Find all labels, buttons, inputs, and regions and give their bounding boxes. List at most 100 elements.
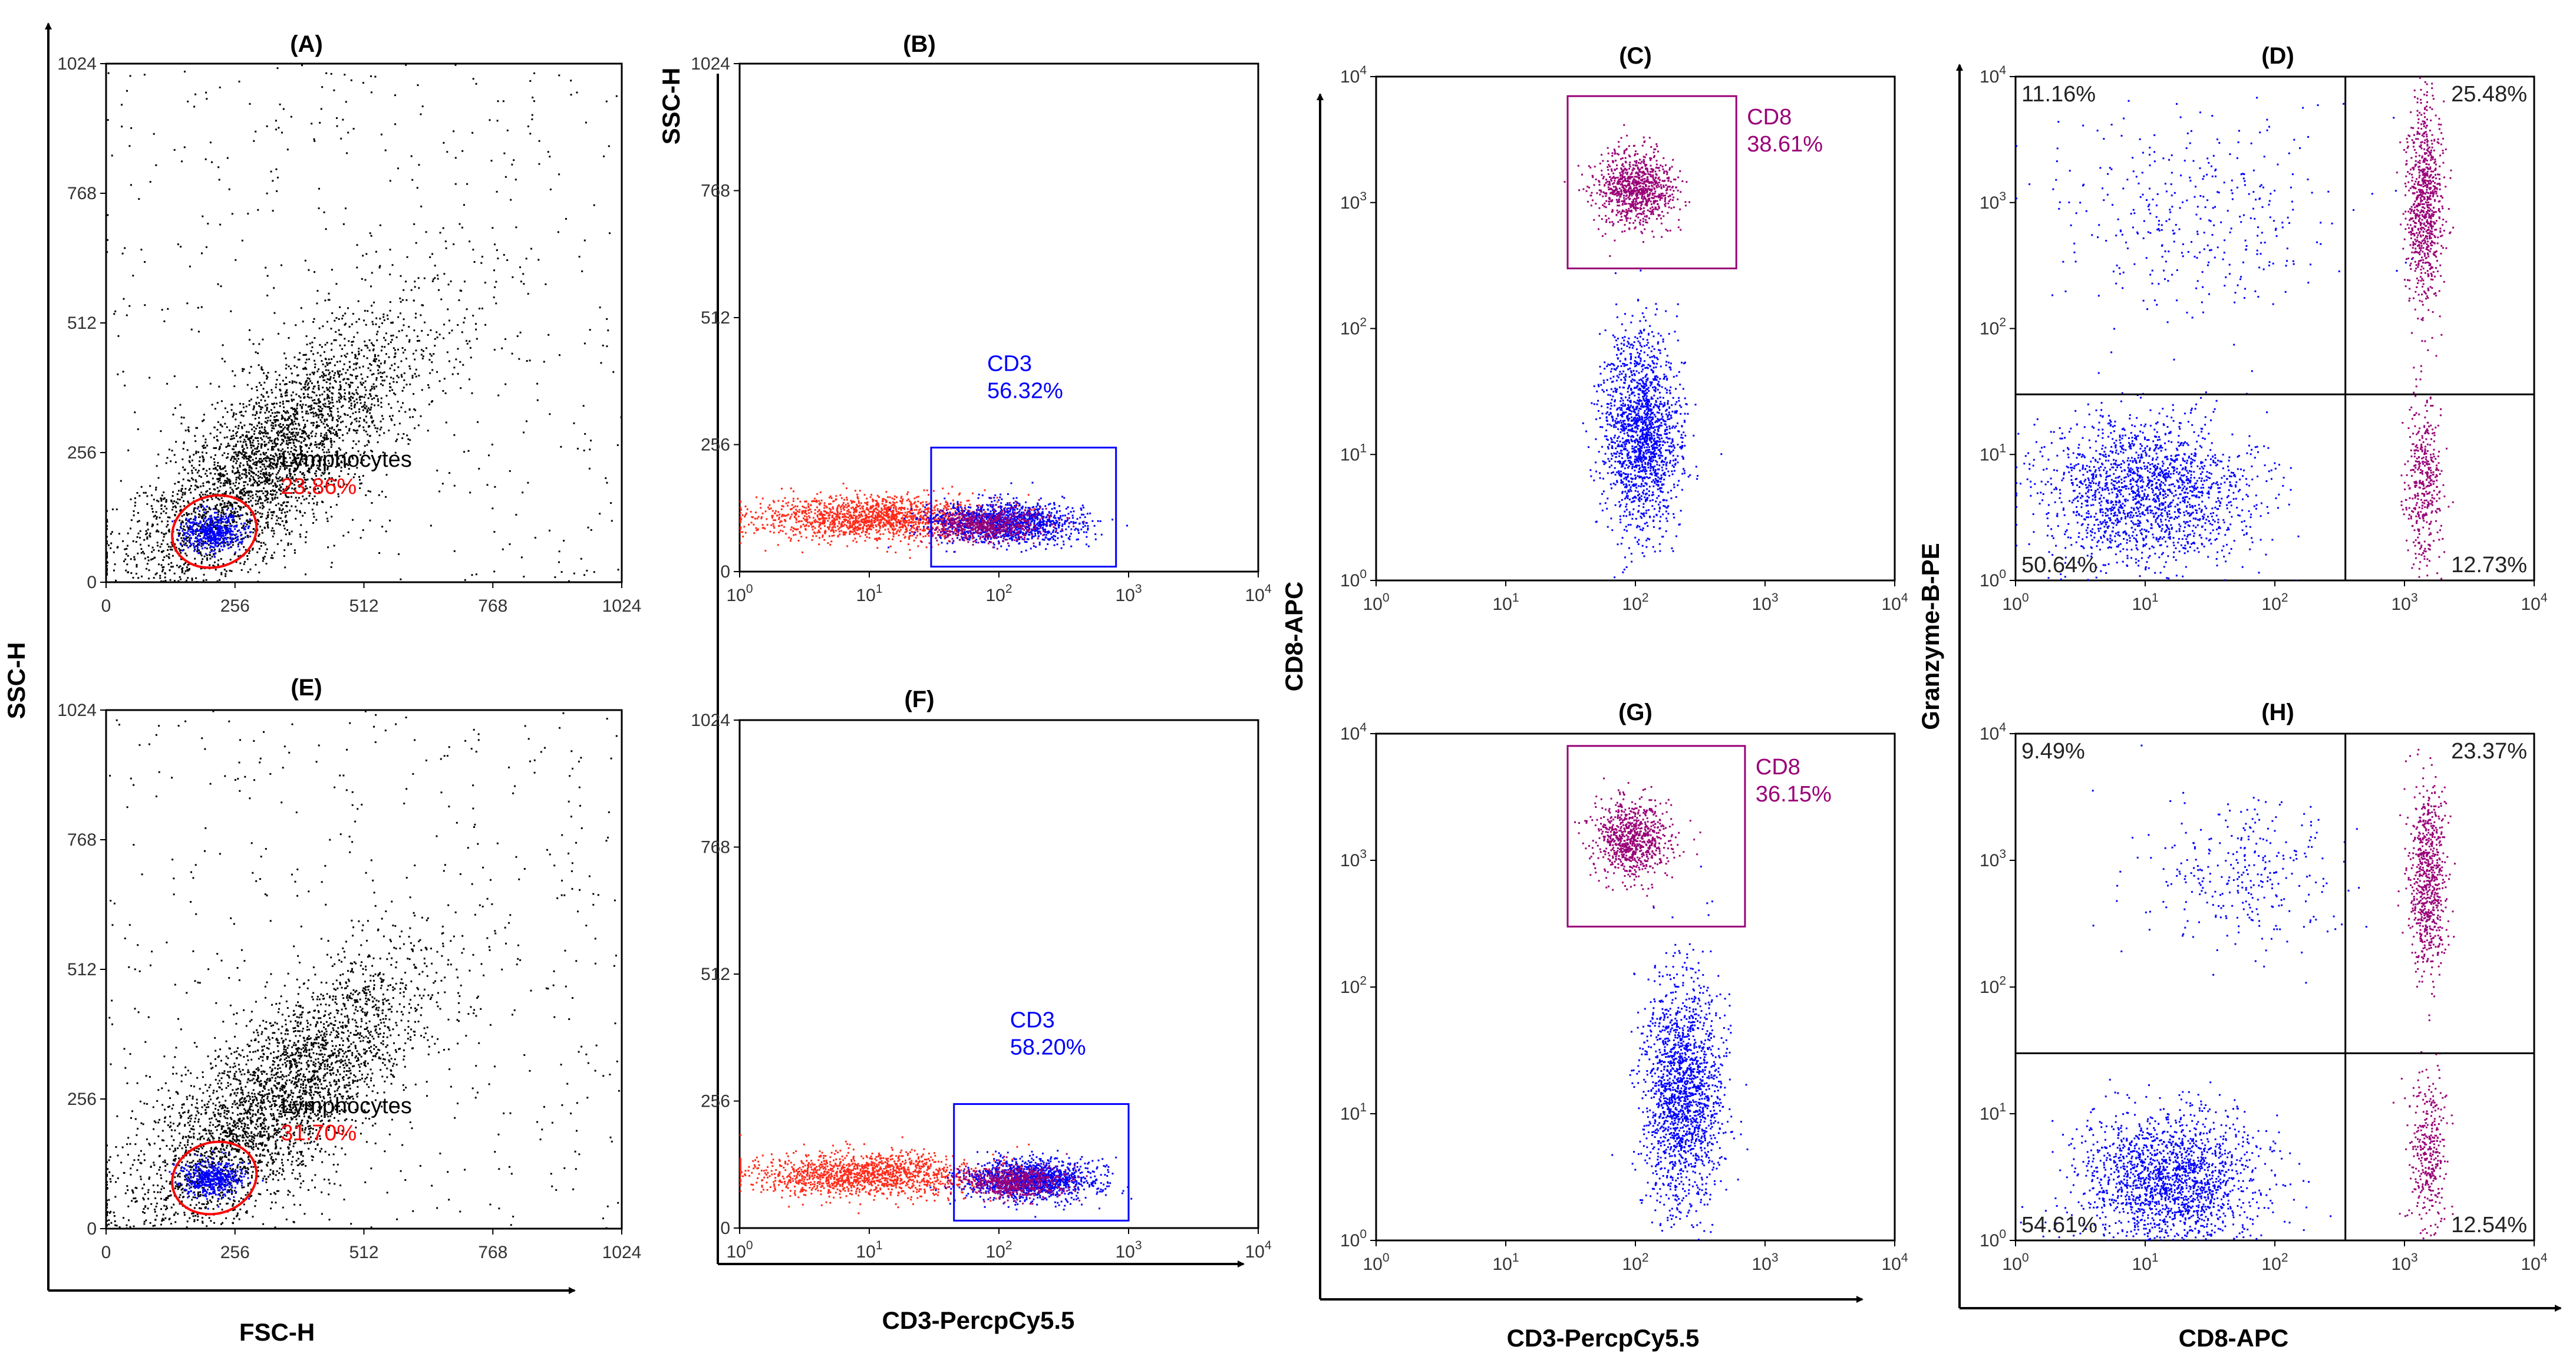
y-tick-label: 1024 [57, 54, 97, 74]
x-tick-label: 101 [2132, 1251, 2158, 1274]
x-tick-label: 100 [1363, 1251, 1389, 1274]
population-cd8- [1611, 866, 1749, 1240]
y-tick-label: 1024 [691, 54, 730, 74]
y-tick-label: 256 [701, 435, 730, 455]
panel-b: (B) 100 101 102 103 104 0 256 512 768 1024 CD356.32… [691, 31, 1272, 605]
x-tick-label: 0 [101, 596, 111, 616]
x-tick-label: 1024 [602, 1243, 642, 1262]
panel-label: (G) [1618, 699, 1653, 725]
population-cd8-gzmb- [2020, 1078, 2332, 1240]
axis-title-ssc-h-middle: SSC-H [657, 68, 685, 145]
panel-label: (A) [290, 31, 323, 57]
gate-percent-label: 38.61% [1747, 132, 1823, 157]
population-all [106, 64, 622, 582]
event-dots [740, 1134, 1133, 1218]
x-tick-label: 103 [2391, 591, 2417, 614]
x-axis-ticks: 100 101 102 103 104 [2002, 580, 2548, 614]
x-tick-label: 102 [1622, 591, 1648, 614]
event-dot-cloud [2016, 351, 2300, 580]
x-tick-label: 103 [1115, 582, 1142, 605]
gate-cd3 [953, 1103, 1130, 1222]
y-tick-label: 102 [1980, 316, 2006, 339]
y-tick-label: 102 [1340, 316, 1367, 339]
plot-frame [105, 62, 623, 583]
x-tick-label: 768 [478, 1243, 507, 1262]
event-dots [106, 710, 622, 1229]
y-tick-label: 101 [1340, 1101, 1367, 1124]
event-dot-cloud [944, 1153, 1088, 1205]
gate-percent-label: 56.32% [987, 379, 1063, 404]
population-cd8- [1574, 777, 1701, 907]
population-lymphocytes [169, 1150, 264, 1210]
event-dot-cloud [929, 1150, 1133, 1218]
event-dot-cloud [171, 505, 252, 558]
x-axis-ticks: 0 256 512 768 1024 [101, 1229, 642, 1262]
event-dot-cloud [2396, 77, 2455, 381]
population-cd3- [740, 483, 1041, 559]
x-tick-label: 104 [1881, 591, 1908, 614]
x-tick-label: 102 [2261, 591, 2288, 614]
x-tick-label: 104 [2521, 1251, 2547, 1274]
y-tick-label: 512 [701, 965, 730, 984]
event-dot-cloud [1564, 124, 1691, 257]
y-tick-label: 0 [87, 573, 97, 592]
population-cd3- [929, 1150, 1133, 1218]
y-tick-label: 256 [67, 1090, 97, 1109]
gate-name-label: Lymphocytes [281, 447, 411, 472]
x-tick-label: 101 [1492, 1251, 1519, 1274]
y-tick-label: 100 [1980, 1227, 2006, 1250]
x-tick-label: 100 [1363, 591, 1389, 614]
y-axis-ticks: 100 101 102 103 104 [1980, 64, 2016, 590]
x-axis-ticks: 100 101 102 103 104 [726, 1228, 1272, 1262]
event-dot-cloud [1574, 777, 1701, 907]
population-cd3-cd8- [944, 1153, 1088, 1205]
x-tick-label: 101 [856, 582, 882, 605]
x-tick-label: 100 [726, 582, 753, 605]
quadrant-percent-lower-right: 12.73% [2451, 553, 2527, 577]
axis-title-cd8-apc: CD8-APC [1280, 582, 1308, 692]
y-tick-label: 0 [720, 562, 730, 582]
gate-lymphocytes [171, 1140, 258, 1216]
axis-title-cd3-percpcy55-b-f: CD3-PercpCy5.5 [882, 1306, 1075, 1334]
quadrant-percent-lower-left: 54.61% [2021, 1213, 2097, 1237]
panel-f: (F) 100 101 102 103 104 0 256 512 768 1024 CD358.20… [691, 687, 1272, 1262]
axis-title-ssc-h-left: SSC-H [2, 642, 30, 720]
y-tick-label: 768 [701, 838, 730, 857]
x-tick-label: 102 [1622, 1251, 1648, 1274]
gate-name-label: CD8 [1756, 755, 1800, 780]
y-tick-label: 100 [1340, 567, 1367, 590]
population-cd8-gzmb- [2392, 1051, 2454, 1240]
x-tick-label: 104 [1881, 1251, 1908, 1274]
y-tick-label: 102 [1980, 974, 2006, 997]
x-tick-label: 256 [220, 1243, 250, 1262]
y-tick-label: 100 [1980, 567, 2006, 590]
x-axis-ticks: 100 101 102 103 104 [726, 572, 1272, 605]
panel-label: (E) [291, 675, 322, 701]
gate-name-label: Lymphocytes [281, 1094, 411, 1118]
y-tick-label: 256 [67, 443, 97, 463]
panel-e: (E) 0 256 512 768 1024 0 256 512 768 1024 Lymphocyt… [57, 675, 641, 1262]
event-dot-cloud [740, 483, 1041, 559]
event-dot-cloud [899, 497, 1085, 550]
x-axis-ticks: 100 101 102 103 104 [1363, 1240, 1908, 1274]
x-tick-label: 100 [2002, 591, 2029, 614]
gate-name-label: CD3 [987, 352, 1032, 377]
y-tick-label: 768 [67, 830, 97, 850]
gate-percent-label: 23.86% [281, 474, 357, 499]
axis-titles: SSC-H SSC-H CD8-APC Granzyme-B-PE FSC-H … [2, 68, 2288, 1352]
event-dots [740, 481, 1128, 559]
x-tick-label: 0 [101, 1243, 111, 1262]
x-tick-label: 104 [2521, 591, 2547, 614]
population-all [106, 710, 622, 1229]
x-axis-ticks: 0 256 512 768 1024 [101, 582, 642, 616]
event-dots [106, 64, 622, 582]
y-tick-label: 256 [701, 1092, 730, 1111]
panel-c: (C) 100 101 102 103 104 100 101 102 103 104 CD838.6… [1340, 43, 1908, 614]
panel-label: (C) [1619, 43, 1652, 69]
panel-label: (B) [903, 31, 936, 57]
x-tick-label: 101 [856, 1239, 882, 1262]
x-tick-label: 1024 [602, 596, 642, 616]
population-cd8- [1564, 124, 1691, 257]
event-dot-cloud [1611, 866, 1749, 1240]
